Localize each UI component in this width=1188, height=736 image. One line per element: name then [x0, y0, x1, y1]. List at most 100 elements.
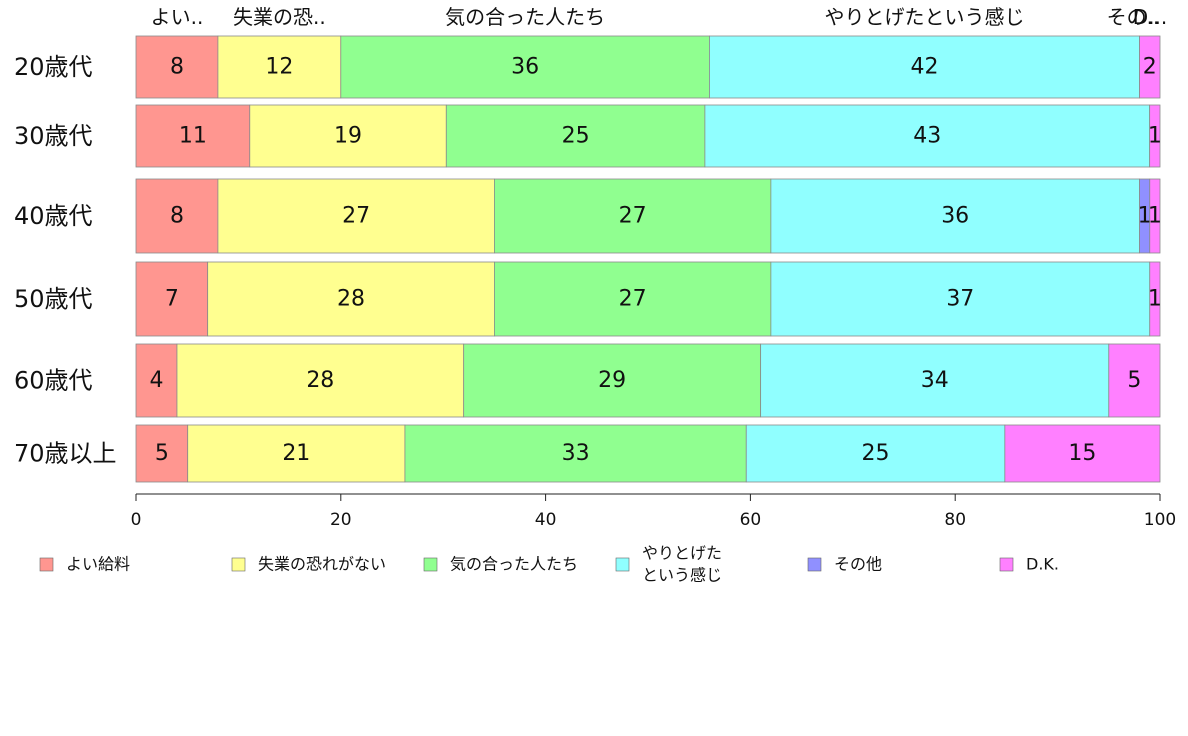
x-axis: 0 20 40 60 80 100	[131, 493, 1176, 530]
legend-item: やりとげたという感じ	[615, 544, 722, 585]
data-label: 8	[170, 204, 184, 229]
data-label: 5	[155, 441, 169, 466]
legend-label: 失業の恐れがない	[258, 555, 386, 574]
data-label: 5	[1127, 368, 1141, 393]
series-top-label: D...	[1133, 5, 1167, 29]
data-label: 36	[941, 204, 969, 229]
data-label: 11	[179, 124, 207, 149]
legend-label: その他	[834, 555, 882, 574]
bar-segment	[1149, 178, 1161, 254]
bar-segment	[760, 343, 1110, 418]
data-label: 42	[910, 55, 938, 80]
legend-label: という感じ	[642, 566, 722, 585]
x-tick-label: 80	[944, 510, 966, 530]
bar-segment	[493, 261, 772, 337]
data-label: 1	[1138, 204, 1152, 229]
bar-segment	[704, 104, 1151, 168]
legend-swatch	[231, 557, 246, 572]
data-label: 27	[342, 204, 370, 229]
legend-label: 気の合った人たち	[450, 555, 578, 574]
row-label: 60歳代	[14, 367, 93, 395]
legend-label: D.K.	[1026, 555, 1059, 574]
x-tick-label: 20	[330, 510, 352, 530]
series-top-label: やりとげたという感じ	[824, 5, 1024, 29]
bar-segment	[745, 424, 1006, 483]
bar-segment	[1108, 343, 1161, 418]
row-label: 30歳代	[14, 122, 93, 150]
data-label: 28	[337, 287, 365, 312]
series-top-label: 気の合った人たち	[445, 5, 605, 29]
data-label: 25	[862, 441, 890, 466]
bar-segment	[135, 178, 219, 254]
legend-item: その他	[807, 555, 882, 574]
bar-segment	[445, 104, 706, 168]
data-label: 1	[1148, 287, 1162, 312]
top-category-labels: よい.. 失業の恐.. 気の合った人たち やりとげたという感じ その..D...	[151, 5, 1168, 29]
data-label: 8	[170, 55, 184, 80]
x-tick-label: 60	[740, 510, 762, 530]
x-tick-label: 0	[131, 510, 142, 530]
data-label: 34	[921, 368, 949, 393]
bar-segment	[340, 35, 710, 99]
data-label: 4	[149, 368, 163, 393]
legend-item: よい給料	[39, 555, 130, 574]
legend-swatch	[999, 557, 1014, 572]
bar-segment	[217, 178, 495, 254]
series-top-label: その..	[1107, 5, 1160, 29]
bar-segment	[463, 343, 762, 418]
series-top-label: 失業の恐..	[233, 5, 326, 29]
bar-segment	[404, 424, 747, 483]
series-top-label: よい..	[151, 5, 204, 29]
bar-segment	[217, 35, 342, 99]
x-tick-label: 40	[535, 510, 557, 530]
bar-segment	[135, 104, 251, 168]
bar-segment	[187, 424, 406, 483]
bar-segment	[176, 343, 465, 418]
data-label: 15	[1068, 441, 1096, 466]
data-label: 28	[306, 368, 334, 393]
data-label: 37	[946, 287, 974, 312]
data-label: 7	[165, 287, 179, 312]
data-label: 1	[1148, 124, 1162, 149]
data-label: 27	[619, 287, 647, 312]
bar-segment	[135, 424, 189, 483]
legend: よい給料 失業の恐れがない 気の合った人たち やりとげたという感じ その他 D.K.	[39, 544, 1059, 585]
legend-swatch	[423, 557, 438, 572]
bar-segment	[493, 178, 772, 254]
bar-segment	[770, 261, 1151, 337]
row-label: 40歳代	[14, 202, 93, 230]
data-label: 2	[1143, 55, 1157, 80]
bar-segment	[1139, 35, 1161, 99]
data-label: 21	[282, 441, 310, 466]
data-label: 33	[562, 441, 590, 466]
row-label: 50歳代	[14, 285, 93, 313]
row-labels: 20歳代 30歳代 40歳代 50歳代 60歳代 70歳以上	[14, 53, 117, 468]
data-label: 12	[265, 55, 293, 80]
bar-segment	[1004, 424, 1161, 483]
row-label: 70歳以上	[14, 440, 117, 468]
bar-segment	[1149, 104, 1161, 168]
data-label: 43	[913, 124, 941, 149]
legend-label: よい給料	[66, 555, 130, 574]
legend-swatch	[39, 557, 54, 572]
legend-item: 気の合った人たち	[423, 555, 578, 574]
legend-label: やりとげた	[642, 544, 722, 563]
data-label: 25	[562, 124, 590, 149]
row-label: 20歳代	[14, 53, 93, 81]
x-tick-label: 100	[1144, 510, 1176, 530]
legend-swatch	[807, 557, 822, 572]
data-label: 27	[619, 204, 647, 229]
bar-segment	[1149, 261, 1161, 337]
bar-segment	[207, 261, 495, 337]
legend-item: 失業の恐れがない	[231, 555, 386, 574]
bar-segment	[709, 35, 1140, 99]
bar-segment	[249, 104, 447, 168]
bar-segment	[135, 343, 178, 418]
data-label: 29	[598, 368, 626, 393]
bars: 8 12 36 42 211 19 25 43 18 27 27 36 117 28 27 37 14 28 29 3…	[135, 35, 1162, 483]
legend-swatch	[615, 557, 630, 572]
bar-segment	[135, 35, 219, 99]
bar-segment	[770, 178, 1140, 254]
data-label: 19	[334, 124, 362, 149]
